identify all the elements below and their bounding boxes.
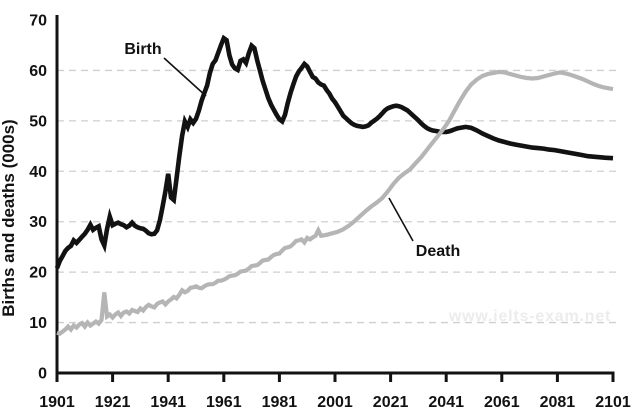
x-tick-label: 1901 bbox=[39, 394, 75, 411]
x-tick-label: 2081 bbox=[540, 394, 576, 411]
y-tick-label: 50 bbox=[29, 113, 47, 130]
birth-leader-line bbox=[163, 57, 207, 97]
y-axis-title: Births and deaths (000s) bbox=[0, 119, 18, 316]
x-tick-label: 1981 bbox=[262, 394, 298, 411]
birth-label: Birth bbox=[124, 41, 161, 58]
birth-line bbox=[54, 34, 614, 269]
death-leader-line bbox=[388, 197, 414, 242]
death-line bbox=[56, 69, 614, 337]
x-tick-label: 2061 bbox=[484, 394, 520, 411]
x-tick-label: 2101 bbox=[595, 394, 631, 411]
y-tick-label: 60 bbox=[29, 63, 47, 80]
watermark-text: www.ielts-exam.net bbox=[448, 308, 611, 325]
x-tick-label: 1961 bbox=[206, 394, 242, 411]
x-tick-label: 2001 bbox=[317, 394, 353, 411]
y-tick-label: 0 bbox=[38, 366, 47, 383]
y-tick-label: 30 bbox=[29, 214, 47, 231]
y-tick-label: 70 bbox=[29, 13, 47, 30]
x-tick-label: 2021 bbox=[373, 394, 409, 411]
x-tick-label: 1921 bbox=[95, 394, 131, 411]
x-tick-label: 1941 bbox=[150, 394, 186, 411]
death-label: Death bbox=[416, 243, 460, 260]
y-tick-label: 40 bbox=[29, 164, 47, 181]
y-tick-label: 20 bbox=[29, 265, 47, 282]
x-tick-label: 2041 bbox=[428, 394, 464, 411]
y-tick-label: 10 bbox=[29, 315, 47, 332]
